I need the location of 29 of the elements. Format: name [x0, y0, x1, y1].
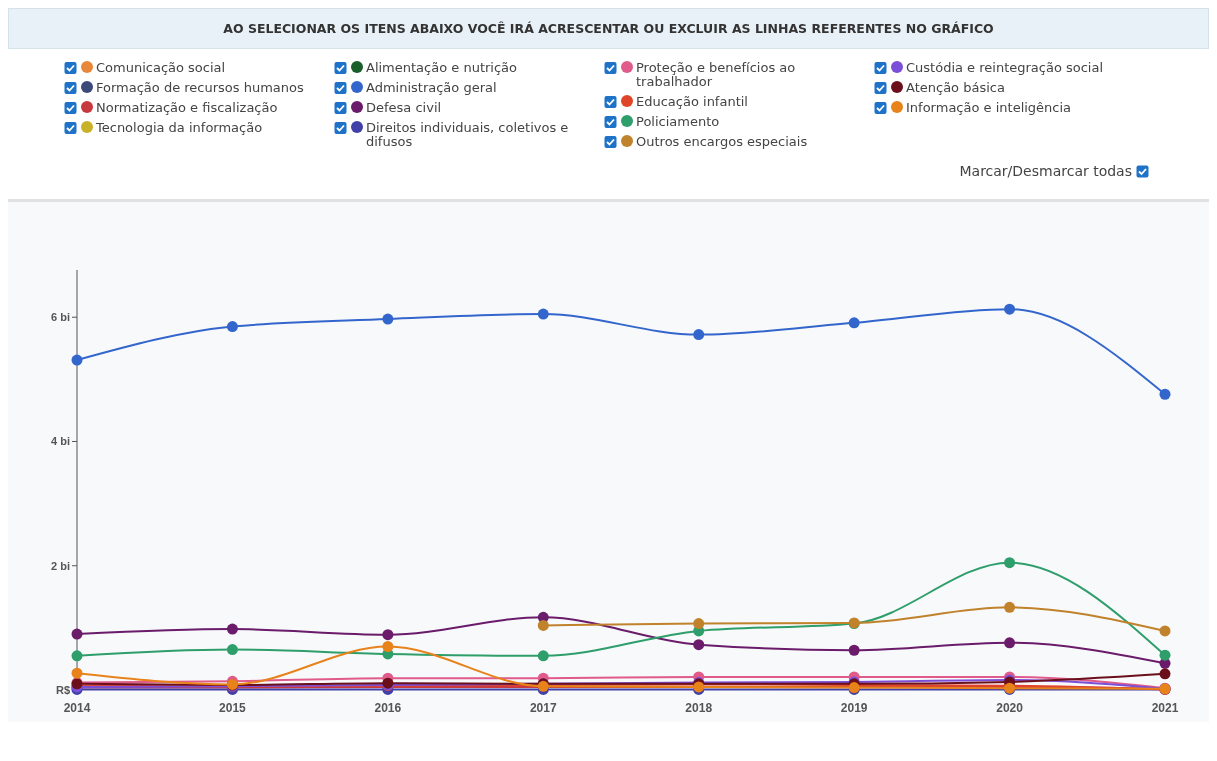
- y-tick-label: 4 bi: [51, 435, 70, 448]
- legend-label: Proteção e benefícios ao trabalhador: [636, 60, 797, 89]
- legend-label: Atenção básica: [906, 80, 1005, 95]
- legend-label: Tecnologia da informação: [96, 120, 263, 135]
- x-tick-label: 2017: [529, 701, 557, 715]
- legend-label: Administração geral: [366, 80, 497, 95]
- y-tick-label: 6 bi: [51, 311, 70, 324]
- y-tick-label: R$: [55, 683, 70, 696]
- legend-label: Alimentação e nutrição: [366, 60, 518, 75]
- x-tick-label: 2016: [374, 701, 402, 715]
- legend-label: Direitos individuais, coletivos e difusos: [366, 120, 570, 149]
- x-tick-label: 2020: [996, 701, 1024, 715]
- legend-label: Comunicação social: [96, 60, 226, 75]
- legend-label: Outros encargos especiais: [636, 134, 808, 149]
- text: Marcar/Desmarcar todas: [959, 163, 1133, 179]
- legend-label: Educação infantil: [636, 94, 748, 109]
- legend-label: Formação de recursos humanos: [96, 80, 304, 95]
- x-tick-label: 2021: [1151, 701, 1179, 715]
- legend-label: Policiamento: [636, 114, 720, 129]
- legend-label: Normatização e fiscalização: [96, 100, 278, 115]
- chart-title: AO SELECIONAR OS ITENS ABAIXO VOCÊ IRÁ ACRESCENTAR OU EXCLUIR AS LINHAS REFERENTES NO GRÁFICO: [8, 8, 1209, 49]
- x-tick-label: 2015: [219, 701, 247, 715]
- y-tick-label: 2 bi: [51, 559, 70, 572]
- legend-label: Informação e inteligência: [906, 100, 1072, 115]
- x-tick-label: 2019: [840, 701, 868, 715]
- legend-label: Custódia e reintegração social: [906, 60, 1104, 75]
- legend-label: Defesa civil: [366, 100, 442, 115]
- x-tick-label: 2018: [685, 701, 713, 715]
- x-tick-label: 2014: [63, 701, 91, 715]
